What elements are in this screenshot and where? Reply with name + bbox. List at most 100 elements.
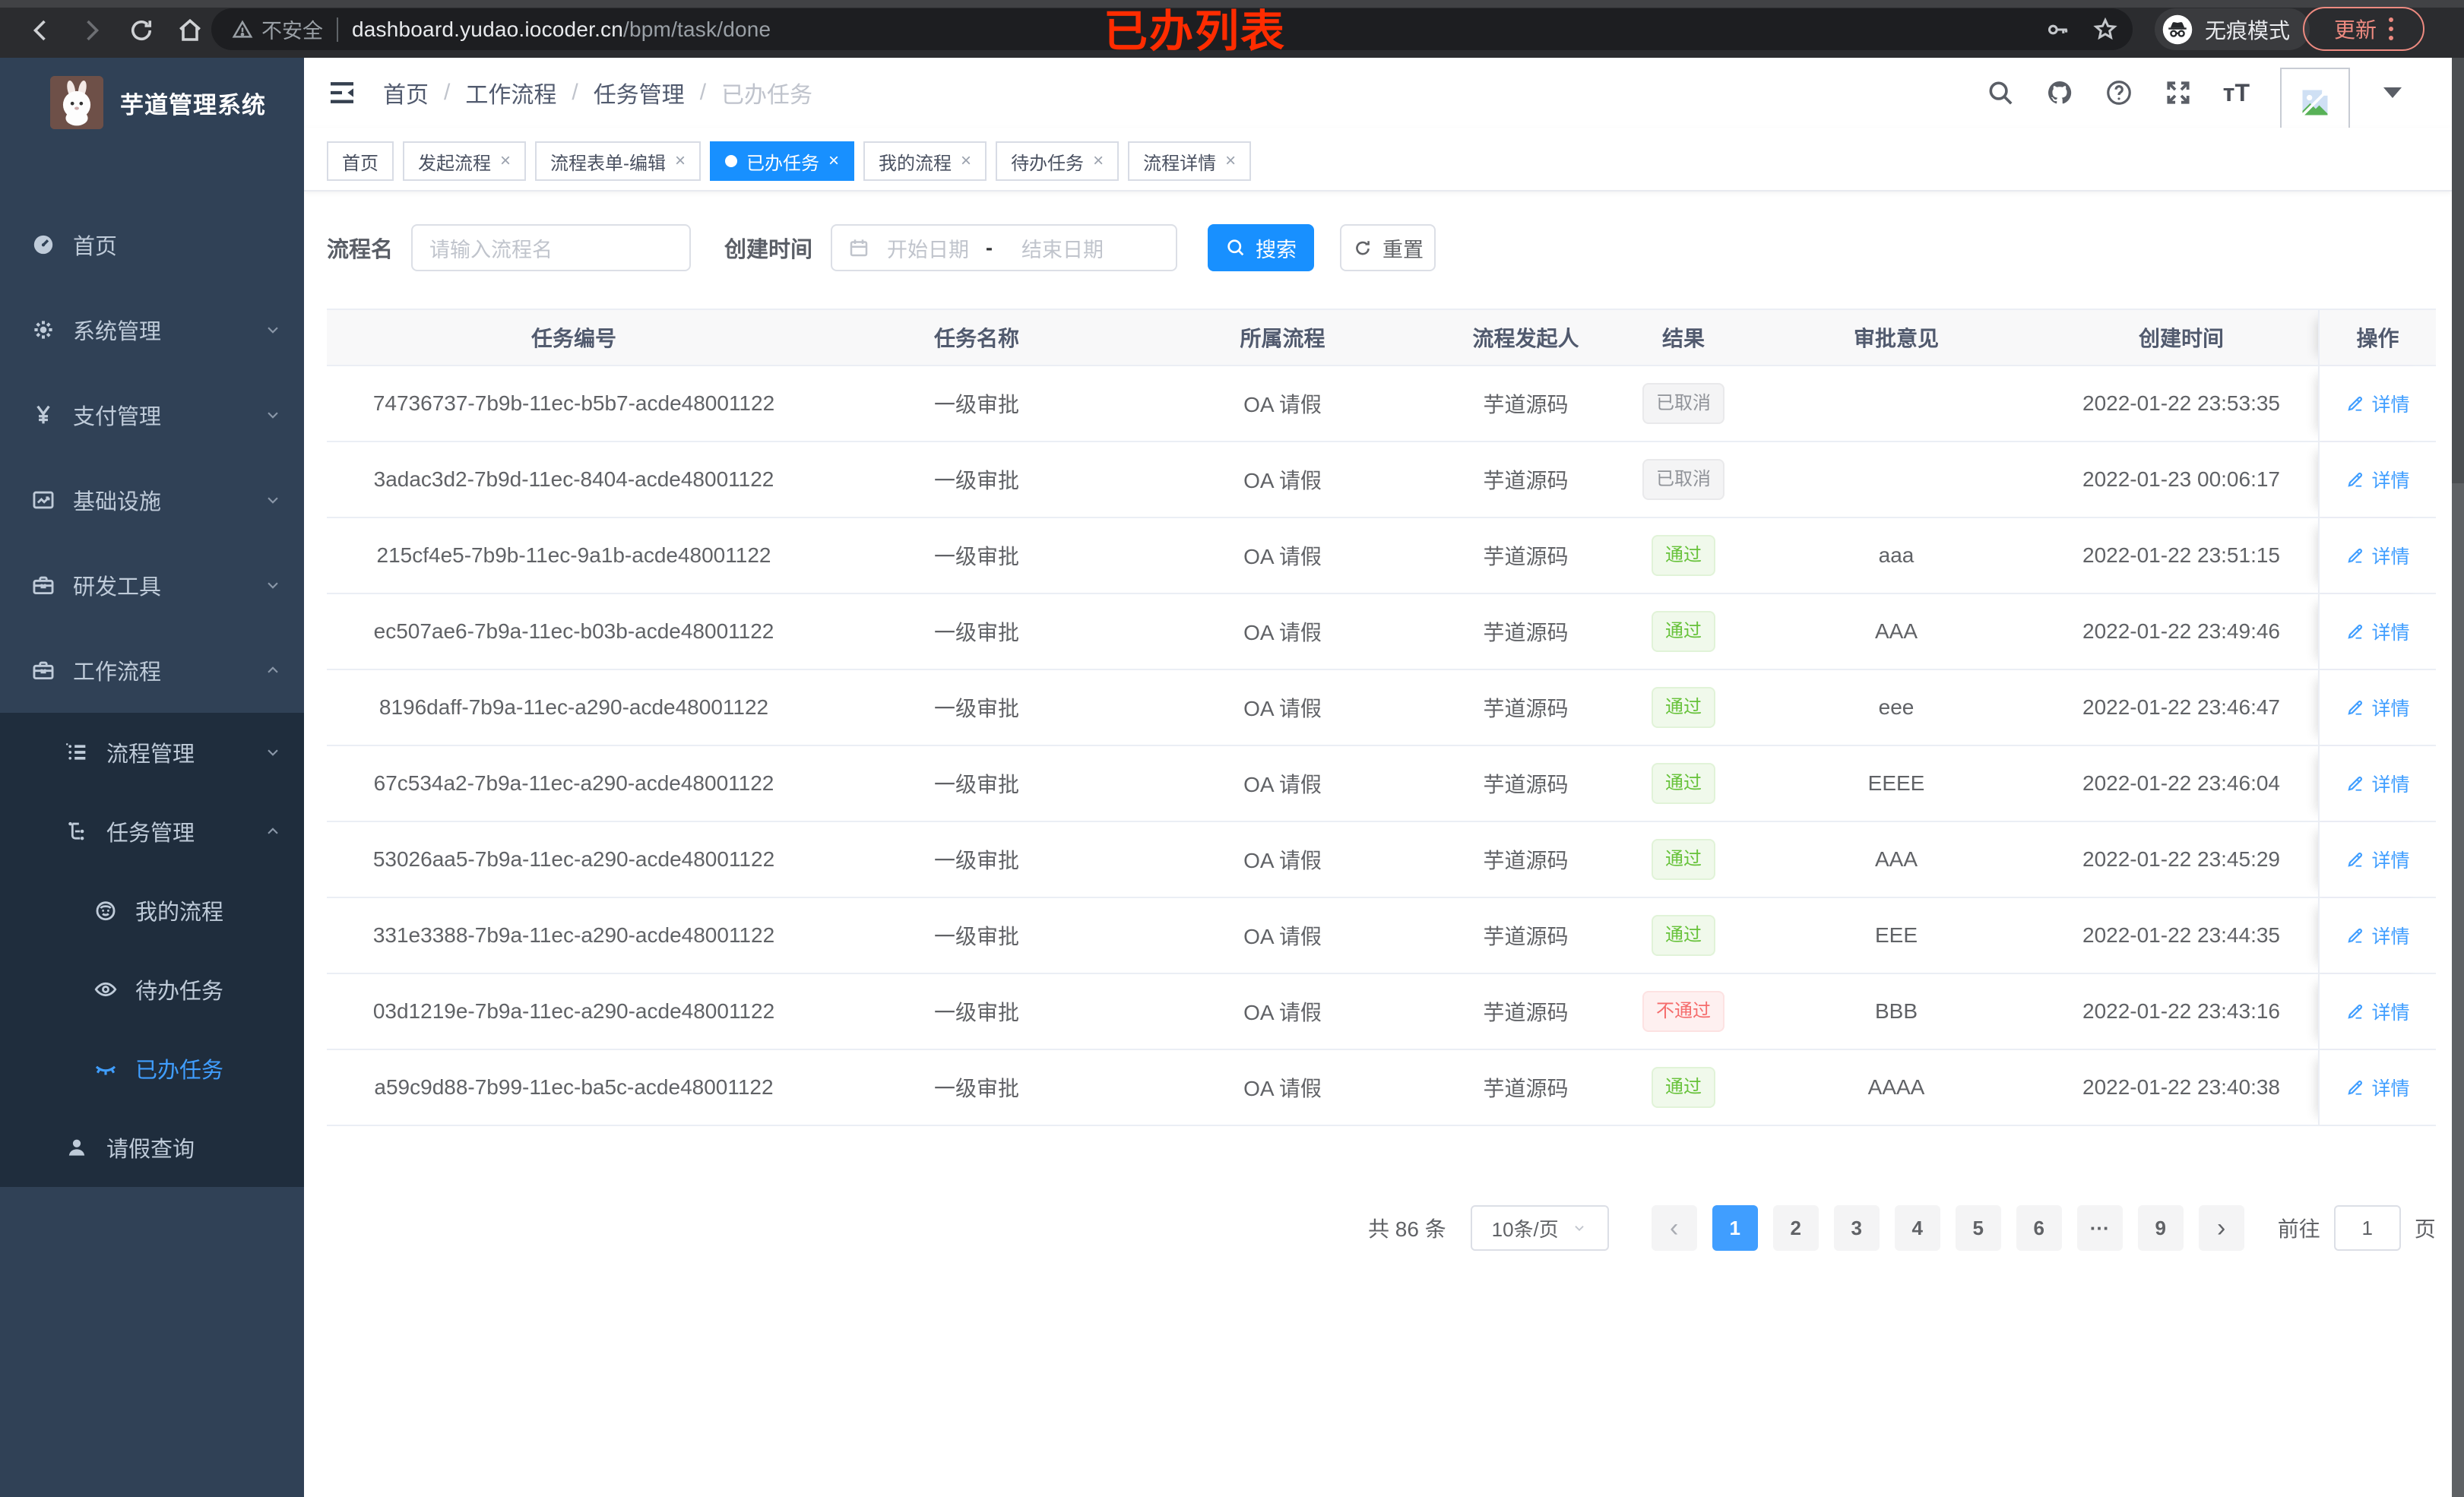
table-row: 331e3388-7b9a-11ec-a290-acde48001122 一级审批…: [327, 898, 2436, 974]
sidebar-item-process-mgmt[interactable]: 流程管理: [0, 713, 304, 792]
sidebar-item-done-tasks[interactable]: 已办任务: [0, 1029, 304, 1108]
detail-link[interactable]: 详情: [2345, 770, 2410, 797]
result-cell: 通过: [1619, 670, 1748, 745]
goto-label: 前往: [2277, 1217, 2320, 1241]
tab-close-icon[interactable]: ×: [961, 150, 972, 171]
app-logo-row[interactable]: 芋道管理系统: [0, 58, 304, 146]
date-range-input[interactable]: 开始日期 - 结束日期: [831, 224, 1178, 271]
bookmark-star-icon[interactable]: [2092, 16, 2119, 43]
tab-home[interactable]: 首页: [327, 141, 394, 181]
task-id-cell: ec507ae6-7b9a-11ec-b03b-acde48001122: [373, 619, 774, 643]
font-size-icon[interactable]: тT: [2222, 78, 2250, 106]
browser-home-icon[interactable]: [173, 14, 207, 47]
goto-page-input[interactable]: 1: [2333, 1205, 2401, 1251]
page-button[interactable]: 3: [1833, 1205, 1880, 1251]
page-button[interactable]: 6: [2016, 1205, 2062, 1251]
detail-link[interactable]: 详情: [2345, 466, 2410, 493]
avatar-caret-icon[interactable]: [2383, 87, 2402, 98]
page-button[interactable]: 9: [2137, 1205, 2184, 1251]
sidebar-item-todo-tasks[interactable]: 待办任务: [0, 950, 304, 1029]
github-icon[interactable]: [2045, 78, 2074, 107]
page-size-select[interactable]: 10条/页: [1470, 1205, 1609, 1251]
page-button[interactable]: 2: [1772, 1205, 1819, 1251]
more-pages-button[interactable]: ···: [2076, 1205, 2123, 1251]
robot-icon: [93, 897, 119, 923]
reset-icon: [1356, 241, 1370, 255]
detail-link[interactable]: 详情: [2345, 998, 2410, 1025]
sidebar-item-home[interactable]: 首页: [0, 202, 304, 287]
task-name-cell: 一级审批: [933, 697, 1019, 720]
result-badge: 不通过: [1642, 991, 1724, 1032]
comment-cell: aaa: [1878, 543, 1915, 567]
sidebar-item-infrastructure[interactable]: 基础设施: [0, 457, 304, 543]
start-date-placeholder: 开始日期: [887, 238, 970, 261]
breadcrumb-item[interactable]: 任务管理: [593, 83, 685, 108]
result-badge: 通过: [1652, 839, 1715, 880]
browser-reload-icon[interactable]: [125, 14, 158, 47]
task-id-cell: 331e3388-7b9a-11ec-a290-acde48001122: [372, 923, 775, 947]
detail-link[interactable]: 详情: [2345, 846, 2410, 873]
reset-button[interactable]: 重置: [1340, 224, 1436, 271]
browser-menu-icon[interactable]: [2389, 17, 2393, 40]
detail-link[interactable]: 详情: [2345, 922, 2410, 949]
tab-form-edit[interactable]: 流程表单-编辑 ×: [535, 141, 702, 181]
page-button[interactable]: 1: [1712, 1205, 1758, 1251]
task-name-cell: 一级审批: [933, 621, 1019, 644]
sidebar-item-task-mgmt[interactable]: 任务管理: [0, 792, 304, 871]
sidebar-item-leave-query[interactable]: 请假查询: [0, 1108, 304, 1187]
column-header: 任务名称: [933, 327, 1019, 350]
help-icon[interactable]: [2105, 78, 2133, 107]
tab-start-process[interactable]: 发起流程 ×: [403, 141, 527, 181]
tab-close-icon[interactable]: ×: [500, 150, 511, 171]
result-cell: 通过: [1619, 746, 1748, 821]
browser-back-icon[interactable]: [24, 14, 58, 47]
tab-todo-tasks[interactable]: 待办任务 ×: [996, 141, 1120, 181]
search-icon[interactable]: [1986, 78, 2015, 107]
address-bar[interactable]: 不安全 dashboard.yudao.iocoder.cn/bpm/task/…: [211, 8, 2133, 50]
chevron-up-icon: [263, 660, 283, 680]
initiator-cell: 芋道源码: [1483, 469, 1569, 492]
fullscreen-icon[interactable]: [2164, 78, 2193, 107]
detail-link-label: 详情: [2371, 698, 2410, 720]
breadcrumb-item[interactable]: 首页: [383, 83, 429, 108]
search-button[interactable]: 搜索: [1208, 224, 1315, 271]
sidebar-item-system-mgmt[interactable]: 系统管理: [0, 287, 304, 372]
tab-close-icon[interactable]: ×: [1093, 150, 1104, 171]
sidebar-item-my-process[interactable]: 我的流程: [0, 871, 304, 950]
sidebar-item-payment-mgmt[interactable]: 支付管理: [0, 372, 304, 457]
sidebar-menu: 首页 系统管理 支付管理 基础设施研发工具工作流程 流程管理 任务管理 我的流程 待办任务 已办…: [0, 202, 304, 1187]
tab-done-tasks[interactable]: 已办任务 ×: [710, 141, 855, 181]
tab-process-detail[interactable]: 流程详情 ×: [1128, 141, 1252, 181]
sidebar-submenu: 流程管理 任务管理 我的流程 待办任务 已办任务 请假查询: [0, 713, 304, 1187]
key-icon[interactable]: [2044, 17, 2070, 43]
incognito-icon: [2162, 14, 2193, 44]
detail-link[interactable]: 详情: [2345, 694, 2410, 721]
table-row: 53026aa5-7b9a-11ec-a290-acde48001122 一级审批…: [327, 822, 2436, 898]
pagination-total: 共 86 条: [1368, 1217, 1446, 1241]
tab-close-icon[interactable]: ×: [1225, 150, 1237, 171]
table-row: 74736737-7b9b-11ec-b5b7-acde48001122 一级审批…: [327, 366, 2436, 442]
tab-close-icon[interactable]: ×: [828, 150, 840, 171]
next-page-button[interactable]: ›: [2198, 1205, 2244, 1251]
detail-link[interactable]: 详情: [2345, 618, 2410, 645]
page-button[interactable]: 5: [1955, 1205, 2001, 1251]
detail-link[interactable]: 详情: [2345, 1074, 2410, 1101]
sidebar-item-label: 研发工具: [73, 575, 162, 600]
tab-my-process[interactable]: 我的流程 ×: [863, 141, 987, 181]
operation-cell: 详情: [2318, 822, 2436, 897]
sidebar-fold-icon[interactable]: [327, 78, 357, 108]
sidebar-item-dev-tools[interactable]: 研发工具: [0, 543, 304, 628]
prev-page-button[interactable]: ‹: [1651, 1205, 1697, 1251]
browser-forward-icon[interactable]: [74, 14, 108, 47]
initiator-cell: 芋道源码: [1483, 1001, 1569, 1024]
detail-link[interactable]: 详情: [2345, 542, 2410, 569]
page-button[interactable]: 4: [1894, 1205, 1940, 1251]
tab-close-icon[interactable]: ×: [675, 150, 686, 171]
detail-link[interactable]: 详情: [2345, 390, 2410, 417]
process-name-input[interactable]: 请输入流程名: [411, 224, 692, 271]
window-scrollbar[interactable]: [2452, 58, 2464, 1497]
result-cell: 通过: [1619, 518, 1748, 593]
browser-update-button[interactable]: 更新: [2303, 7, 2424, 51]
breadcrumb-item[interactable]: 工作流程: [465, 83, 557, 108]
sidebar-item-workflow[interactable]: 工作流程: [0, 628, 304, 713]
